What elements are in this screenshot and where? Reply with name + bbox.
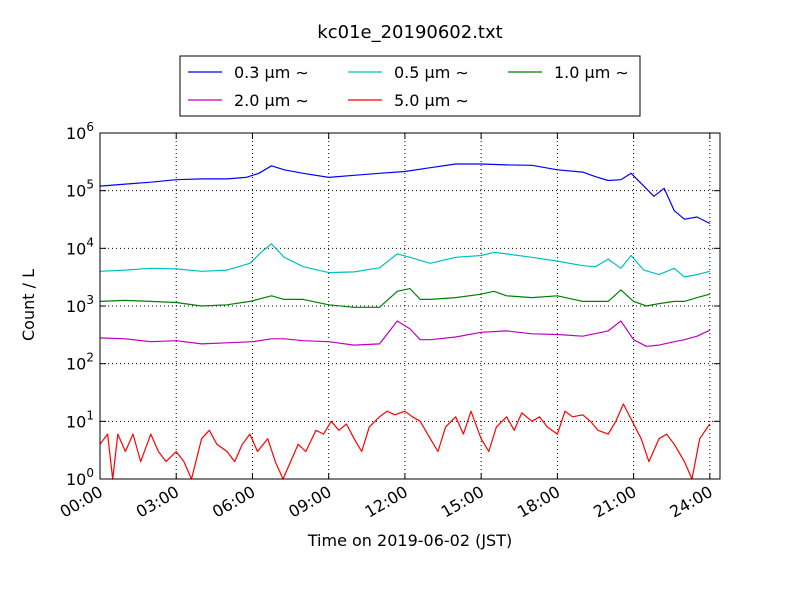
legend-label-2: 1.0 μm ∼: [554, 63, 629, 82]
legend-label-1: 0.5 μm ∼: [394, 63, 469, 82]
y-tick-label: 104: [66, 235, 94, 258]
x-tick-label: 03:00: [133, 482, 182, 522]
legend-label-4: 5.0 μm ∼: [394, 91, 469, 110]
series-line-3: [99, 320, 711, 347]
y-tick-label: 101: [66, 408, 94, 431]
legend-label-0: 0.3 μm ∼: [234, 63, 309, 82]
y-tick-label: 105: [66, 178, 94, 201]
x-tick-label: 24:00: [666, 482, 715, 522]
chart-title: kc01e_20190602.txt: [317, 22, 502, 43]
x-tick-labels: 00:00 03:00 06:00 09:00 12:00 15:00 18:00 21:00…: [57, 482, 716, 522]
y-tick-label: 100: [66, 466, 94, 489]
x-tick-label: 18:00: [514, 482, 563, 522]
x-tick-label: 21:00: [590, 482, 639, 522]
axis-ticks: [99, 132, 720, 480]
x-tick-label: 06:00: [209, 482, 258, 522]
y-tick-label: 106: [66, 120, 94, 143]
x-tick-label: 15:00: [438, 482, 487, 522]
x-axis-label: Time on 2019-06-02 (JST): [307, 531, 512, 550]
series-line-1: [99, 243, 710, 278]
y-tick-label: 102: [66, 351, 94, 374]
legend-box: [179, 55, 641, 117]
x-tick-label: 09:00: [285, 482, 334, 522]
legend-label-3: 2.0 μm ∼: [234, 91, 309, 110]
y-tick-label: 103: [66, 293, 94, 316]
x-tick-label: 12:00: [361, 482, 410, 522]
y-axis-label: Count / L: [19, 269, 38, 341]
legend: 0.3 μm ∼ 0.5 μm ∼ 1.0 μm ∼ 2.0 μm ∼ 5.0 μm ∼: [179, 55, 641, 117]
grid-lines: [100, 133, 720, 479]
series-line-2: [99, 288, 710, 308]
series-line-0: [99, 163, 711, 225]
series-layer: [99, 163, 711, 480]
series-line-4: [99, 403, 711, 480]
y-tick-labels: 100 101 102 103 104 105 106: [66, 120, 94, 489]
